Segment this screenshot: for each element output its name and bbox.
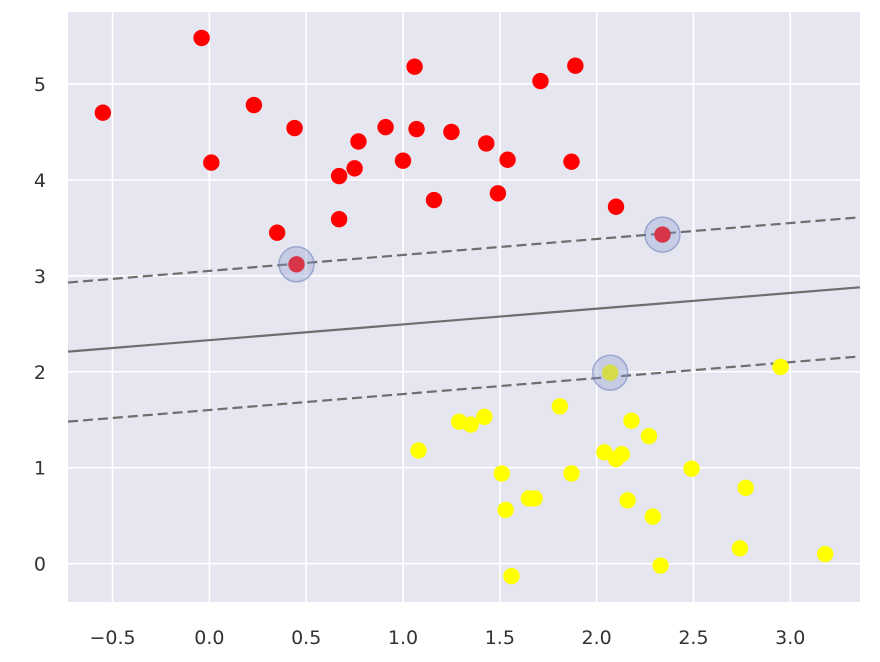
red-class-point [350,133,367,150]
red-class-point [443,123,460,141]
red-class-point [268,224,286,241]
yellow-class-point [551,398,569,415]
red-class-point [330,167,348,185]
red-class-point [286,119,303,137]
margin-line [67,355,861,423]
yellow-class-point [410,442,427,459]
red-class-point [654,226,671,243]
support-vectors [278,216,681,391]
red-class-point [203,154,220,171]
yellow-class-point [640,427,658,445]
y-tick-label: 4 [34,170,46,192]
yellow-class-point [503,567,520,585]
x-tick-label: 1.5 [485,627,515,649]
y-tick-label: 1 [34,458,46,480]
yellow-class-point [644,508,662,525]
yellow-class-point [602,364,619,381]
y-tick-label: 5 [34,74,46,96]
decision-boundary-line [67,286,861,353]
red-class-point [563,153,580,170]
yellow-class-point [497,501,514,519]
red-class-point [346,160,363,177]
red-class-point [377,118,394,136]
x-tick-label: 2.5 [678,627,708,649]
grid-lines [68,12,860,602]
red-class-point [425,191,443,209]
x-tick-label: −0.5 [89,627,135,649]
decision-lines [67,216,861,423]
x-tick-label: 1.0 [388,627,418,649]
yellow-class-point [772,358,789,376]
yellow-class-point [731,540,749,557]
y-tick-label: 2 [34,362,46,384]
support-vector-marker [644,216,681,253]
red-class-point [489,185,507,202]
yellow-class-point [623,412,640,429]
x-tick-label: 0.0 [194,627,224,649]
yellow-class-point [563,465,580,482]
x-tick-label: 0.5 [291,627,321,649]
red-class-point [406,58,423,75]
x-tick-label: 3.0 [775,627,805,649]
red-class-point [532,72,549,90]
margin-line [67,216,861,284]
support-vector-marker [591,354,629,391]
yellow-class-point [652,557,669,574]
yellow-class-point [613,446,631,463]
red-class-point [94,104,112,121]
yellow-class-point [493,465,510,482]
yellow-class-point [683,460,700,477]
y-axis-ticks: 0 1 2 3 4 5 [34,74,46,576]
yellow-class-point [476,408,493,426]
support-vector-marker [278,246,315,283]
y-tick-label: 3 [34,266,46,288]
red-class-point [478,135,495,152]
red-class-point [567,57,584,74]
yellow-class-point [737,479,754,497]
yellow-class-point [462,416,479,433]
red-class-point [245,96,263,114]
red-class-point [607,198,625,215]
y-tick-label: 0 [34,554,46,576]
red-class-point [193,29,210,47]
red-class-point [330,211,348,228]
yellow-class-point [816,545,834,563]
yellow-class-point [619,492,636,509]
red-class-point [499,151,516,168]
data-points [94,29,834,585]
red-class-point [394,152,412,169]
plot-background [68,12,860,602]
yellow-class-point [526,490,543,507]
x-axis-ticks: −0.5 0.0 0.5 1.0 1.5 2.0 2.5 3.0 [89,627,805,649]
x-tick-label: 2.0 [582,627,612,649]
red-class-point [408,120,425,138]
red-class-point [288,256,305,273]
